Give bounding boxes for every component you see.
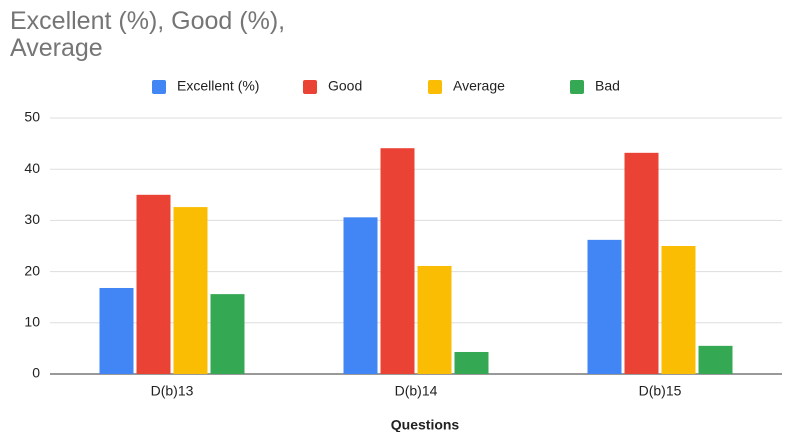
legend-label: Good (328, 78, 362, 94)
legend-swatch (428, 80, 442, 94)
x-tick-label: D(b)15 (639, 383, 682, 399)
legend-label: Excellent (%) (177, 78, 259, 94)
bar (661, 246, 696, 374)
y-tick-label: 40 (24, 160, 40, 176)
y-tick-label: 50 (24, 109, 40, 125)
bar (624, 152, 659, 374)
bar (587, 239, 622, 374)
bar (173, 207, 208, 374)
bar (343, 217, 378, 374)
bar (698, 345, 733, 374)
y-tick-label: 0 (32, 365, 40, 381)
y-tick-label: 20 (24, 262, 40, 278)
legend-swatch (152, 80, 166, 94)
y-tick-label: 30 (24, 211, 40, 227)
legend-label: Average (453, 78, 505, 94)
bar (454, 351, 489, 374)
y-tick-label: 10 (24, 314, 40, 330)
bar (136, 194, 171, 374)
bar (99, 287, 134, 374)
legend-swatch (570, 80, 584, 94)
legend-label: Bad (595, 78, 620, 94)
x-tick-label: D(b)14 (395, 383, 438, 399)
bar (210, 294, 245, 374)
chart-title: Excellent (%), Good (%), Average (10, 7, 286, 62)
legend-swatch (303, 80, 317, 94)
bar (380, 148, 415, 374)
x-axis-label: Questions (391, 417, 460, 432)
x-tick-label: D(b)13 (151, 383, 194, 399)
bar (417, 265, 452, 374)
